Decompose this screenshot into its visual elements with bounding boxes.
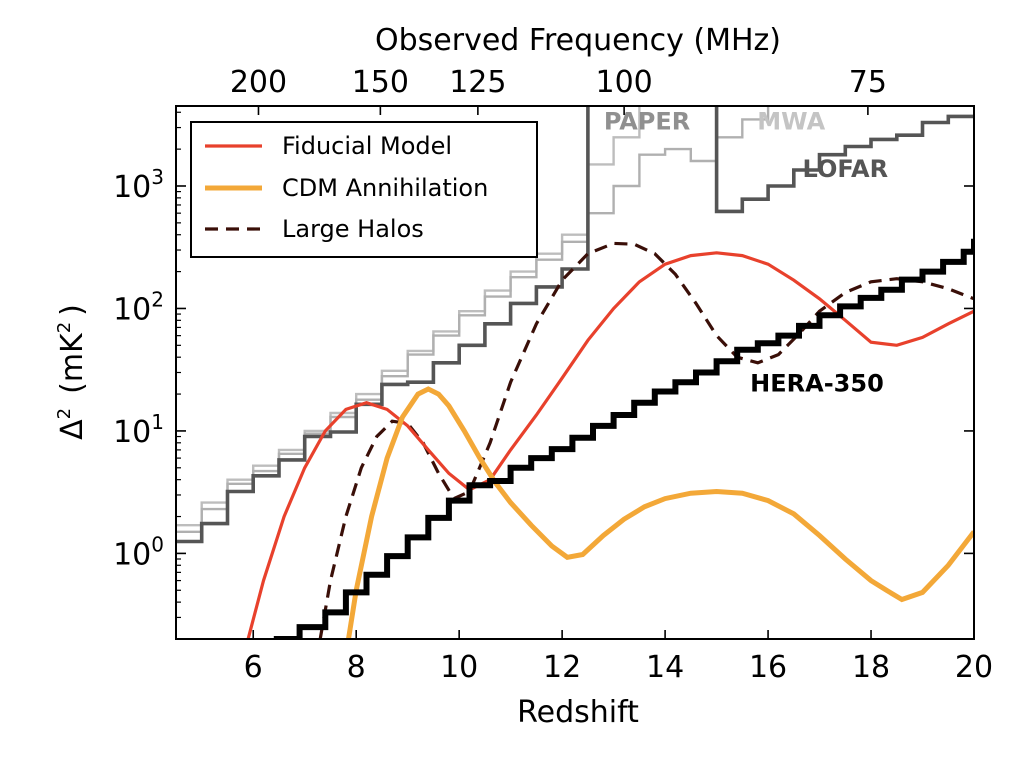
top-tick-label-100: 100 xyxy=(595,65,652,100)
series-large-halos xyxy=(318,241,974,639)
annotation-mwa: MWA xyxy=(757,107,825,135)
y-tick-label-0: 100 xyxy=(113,532,164,572)
x-tick-label-6: 6 xyxy=(244,650,263,685)
y-tick-label-3: 103 xyxy=(113,165,164,205)
y-axis-unit-exp: 2 xyxy=(54,322,75,333)
top-tick-label-150: 150 xyxy=(352,65,409,100)
tick-layer: 6 8 10 12 14 16 18 20 200 150 125 100 75 100 101 102 103 xyxy=(113,65,993,685)
annotation-lofar: LOFAR xyxy=(803,155,889,183)
top-tick-label-75: 75 xyxy=(849,65,887,100)
series-paper xyxy=(176,106,641,527)
series-mwa xyxy=(176,106,770,533)
x-axis-title: Redshift xyxy=(517,695,639,730)
x-tick-label-12: 12 xyxy=(543,650,581,685)
x-tick-label-16: 16 xyxy=(749,650,787,685)
x-tick-label-18: 18 xyxy=(852,650,890,685)
x-tick-label-10: 10 xyxy=(440,650,478,685)
x-tick-label-8: 8 xyxy=(347,650,366,685)
y-axis-delta-exp: 2 xyxy=(54,408,75,419)
annotation-hera-350: HERA-350 xyxy=(750,369,884,397)
annotation-paper: PAPER xyxy=(604,107,690,135)
x-tick-label-20: 20 xyxy=(955,650,993,685)
legend-label-cdm: CDM Annihilation xyxy=(282,174,488,202)
y-tick-label-1: 101 xyxy=(113,410,164,450)
top-axis-title: Observed Frequency (MHz) xyxy=(375,23,781,58)
series-cdm-annihilation xyxy=(346,386,974,639)
y-axis-delta: Δ xyxy=(55,419,90,440)
top-tick-label-125: 125 xyxy=(449,65,506,100)
series-hera-350 xyxy=(273,238,974,639)
y-tick-label-2: 102 xyxy=(113,287,164,327)
y-axis-title: Δ2(mK2) xyxy=(54,304,90,440)
annotation-layer: PAPER MWA LOFAR HERA-350 xyxy=(604,107,888,397)
y-axis-close: ) xyxy=(55,304,90,316)
legend-label-fiducial: Fiducial Model xyxy=(282,132,452,160)
top-tick-label-200: 200 xyxy=(230,65,287,100)
x-tick-label-14: 14 xyxy=(646,650,684,685)
series-lofar xyxy=(176,106,974,544)
legend: Fiducial Model CDM Annihilation Large Ha… xyxy=(190,121,538,258)
legend-label-large-halos: Large Halos xyxy=(282,215,424,243)
series-layer xyxy=(176,106,974,639)
y-axis-open: (mK xyxy=(55,332,90,394)
